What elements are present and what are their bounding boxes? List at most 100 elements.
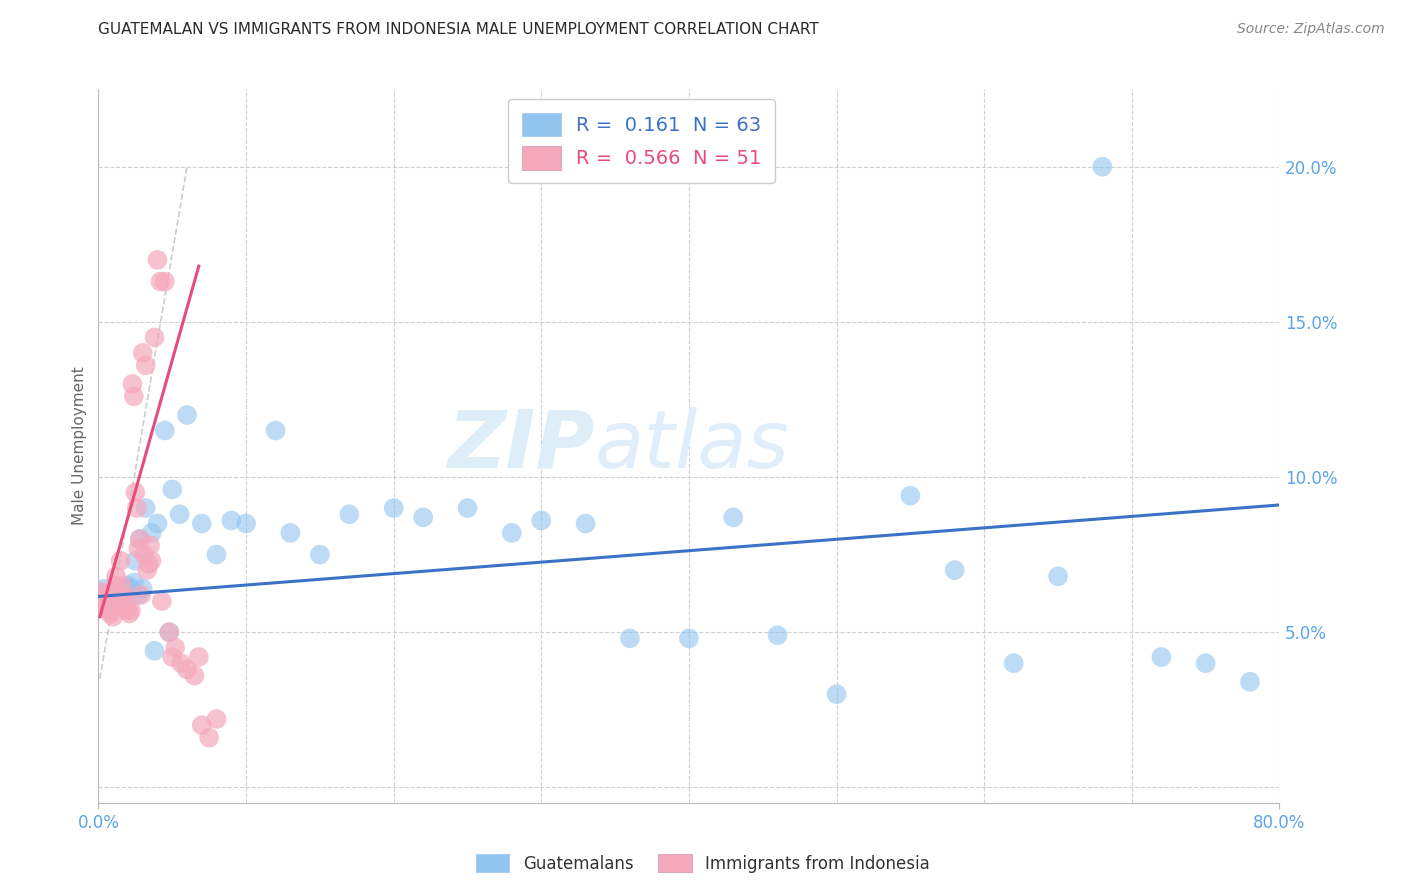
Point bbox=[115, 600, 138, 615]
Point bbox=[723, 510, 745, 524]
Point bbox=[134, 548, 156, 562]
Point bbox=[114, 584, 136, 599]
Point bbox=[149, 275, 172, 289]
Point bbox=[108, 584, 131, 599]
Point bbox=[103, 588, 125, 602]
Point bbox=[766, 628, 789, 642]
Point bbox=[90, 591, 112, 605]
Point bbox=[162, 483, 183, 497]
Point bbox=[125, 501, 148, 516]
Point bbox=[1091, 160, 1114, 174]
Point bbox=[120, 603, 142, 617]
Point bbox=[138, 557, 160, 571]
Point bbox=[136, 563, 159, 577]
Point bbox=[100, 597, 122, 611]
Y-axis label: Male Unemployment: Male Unemployment bbox=[72, 367, 87, 525]
Point bbox=[94, 594, 117, 608]
Point bbox=[150, 594, 173, 608]
Point bbox=[143, 330, 166, 344]
Point bbox=[111, 579, 134, 593]
Point bbox=[141, 554, 163, 568]
Legend: R =  0.161  N = 63, R =  0.566  N = 51: R = 0.161 N = 63, R = 0.566 N = 51 bbox=[508, 99, 775, 184]
Point bbox=[127, 541, 149, 556]
Point bbox=[278, 525, 302, 540]
Point bbox=[139, 538, 162, 552]
Point bbox=[94, 588, 117, 602]
Point bbox=[108, 588, 131, 602]
Point bbox=[132, 582, 155, 596]
Point bbox=[105, 569, 128, 583]
Point bbox=[97, 594, 120, 608]
Point bbox=[98, 607, 121, 621]
Point bbox=[96, 588, 118, 602]
Point bbox=[165, 640, 187, 655]
Point bbox=[122, 575, 145, 590]
Point bbox=[100, 603, 122, 617]
Point bbox=[110, 584, 132, 599]
Point bbox=[235, 516, 257, 531]
Point bbox=[619, 632, 641, 646]
Point bbox=[112, 588, 135, 602]
Point bbox=[191, 516, 214, 531]
Point bbox=[146, 252, 169, 267]
Point bbox=[121, 376, 143, 391]
Point bbox=[105, 594, 128, 608]
Point bbox=[96, 594, 118, 608]
Point bbox=[309, 548, 332, 562]
Point bbox=[110, 554, 132, 568]
Point bbox=[1002, 656, 1025, 670]
Point bbox=[143, 644, 166, 658]
Point bbox=[128, 532, 150, 546]
Point bbox=[146, 516, 169, 531]
Point bbox=[176, 408, 198, 422]
Point bbox=[153, 275, 176, 289]
Point bbox=[219, 513, 242, 527]
Point bbox=[122, 389, 145, 403]
Point bbox=[456, 501, 478, 516]
Point bbox=[187, 650, 209, 665]
Point bbox=[112, 594, 135, 608]
Point bbox=[89, 584, 111, 599]
Point bbox=[107, 594, 129, 608]
Point bbox=[90, 591, 112, 605]
Point bbox=[120, 582, 142, 596]
Point bbox=[124, 554, 146, 568]
Point bbox=[104, 579, 127, 593]
Point bbox=[157, 625, 180, 640]
Point bbox=[205, 548, 228, 562]
Point bbox=[107, 591, 129, 605]
Text: atlas: atlas bbox=[595, 407, 789, 485]
Point bbox=[103, 609, 125, 624]
Point bbox=[825, 687, 848, 701]
Point bbox=[117, 603, 139, 617]
Point bbox=[111, 588, 134, 602]
Point bbox=[176, 662, 198, 676]
Point bbox=[135, 501, 157, 516]
Point bbox=[114, 588, 136, 602]
Point bbox=[900, 489, 922, 503]
Point bbox=[117, 579, 139, 593]
Point bbox=[412, 510, 434, 524]
Point bbox=[118, 582, 141, 596]
Point bbox=[115, 591, 138, 605]
Point bbox=[157, 625, 180, 640]
Point bbox=[141, 525, 163, 540]
Point bbox=[1239, 674, 1261, 689]
Point bbox=[1150, 650, 1173, 665]
Point bbox=[170, 656, 193, 670]
Point bbox=[162, 650, 183, 665]
Point bbox=[169, 508, 191, 522]
Point bbox=[198, 731, 221, 745]
Point bbox=[118, 607, 141, 621]
Point bbox=[943, 563, 966, 577]
Point bbox=[93, 600, 115, 615]
Point bbox=[93, 582, 115, 596]
Point bbox=[91, 588, 114, 602]
Point bbox=[678, 632, 700, 646]
Point bbox=[128, 532, 150, 546]
Point bbox=[91, 594, 114, 608]
Point bbox=[104, 584, 127, 599]
Point bbox=[264, 424, 287, 438]
Point bbox=[382, 501, 405, 516]
Point bbox=[191, 718, 214, 732]
